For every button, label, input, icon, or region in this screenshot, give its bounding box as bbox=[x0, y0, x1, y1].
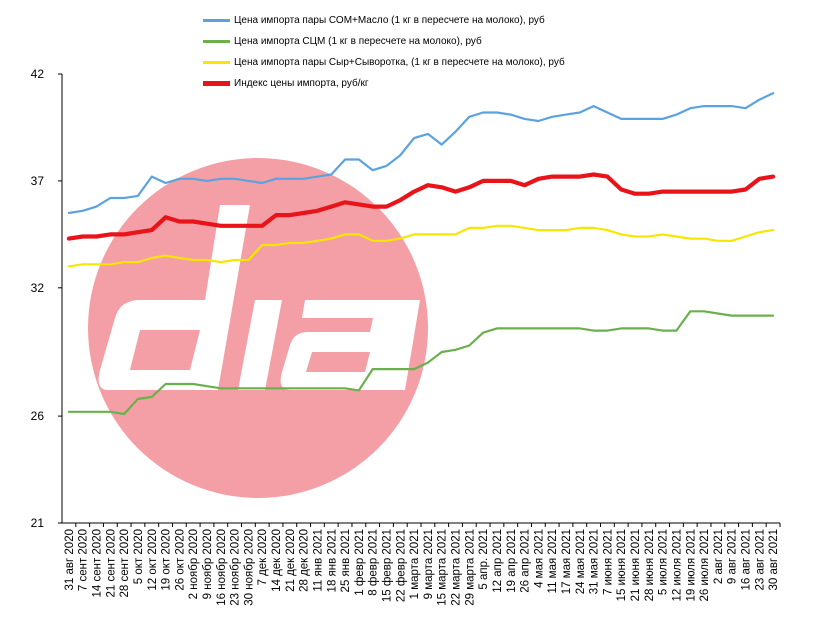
x-tick-label: 7 дек 2020 bbox=[257, 529, 269, 586]
x-tick-label: 30 ноябр 2020 bbox=[243, 529, 255, 606]
x-tick-label: 12 апр 2021 bbox=[492, 529, 504, 593]
x-tick-label: 5 июля 2021 bbox=[658, 529, 670, 595]
x-tick-label: 21 июня 2021 bbox=[630, 529, 642, 601]
x-tick-label: 15 марта 2021 bbox=[437, 529, 449, 606]
x-tick-label: 26 апр 2021 bbox=[520, 529, 532, 593]
legend-swatch-com-maslo bbox=[203, 19, 230, 22]
x-tick-label: 4 мая 2021 bbox=[533, 529, 545, 588]
legend-item-scm: Цена импорта СЦМ (1 кг в пересчете на мо… bbox=[203, 31, 565, 52]
legend-item-com-maslo: Цена импорта пары СОМ+Масло (1 кг в пере… bbox=[203, 10, 565, 31]
series-line-2 bbox=[67, 224, 775, 268]
x-tick-label: 28 июня 2021 bbox=[644, 529, 656, 601]
x-tick-label: 29 марта 2021 bbox=[464, 529, 476, 606]
legend-label: Индекс цены импорта, руб/кг bbox=[234, 78, 369, 89]
legend-item-syr-syvorotka: Цена импорта пары Сыр+Сыворотка, (1 кг в… bbox=[203, 52, 565, 73]
legend-item-index: Индекс цены импорта, руб/кг bbox=[203, 73, 565, 94]
x-tick-label: 14 дек 2020 bbox=[271, 529, 283, 592]
x-tick-label: 16 ноябр 2020 bbox=[216, 529, 228, 606]
x-tick-label: 28 дек 2020 bbox=[299, 529, 311, 592]
x-tick-label: 18 янв 2021 bbox=[326, 529, 338, 592]
x-tick-label: 15 июня 2021 bbox=[616, 529, 628, 601]
x-tick-label: 24 мая 2021 bbox=[575, 529, 587, 594]
legend-swatch-syr-syvorotka bbox=[203, 61, 230, 64]
x-tick-label: 22 марта 2021 bbox=[451, 529, 463, 606]
x-tick-label: 19 окт 2020 bbox=[161, 529, 173, 591]
x-tick-label: 31 авг 2020 bbox=[64, 529, 76, 590]
x-tick-label: 9 авг 2021 bbox=[727, 529, 739, 584]
x-tick-label: 26 июля 2021 bbox=[699, 529, 711, 602]
y-tick-label: 32 bbox=[31, 281, 45, 295]
x-tick-label: 12 июля 2021 bbox=[671, 529, 683, 602]
x-tick-label: 9 ноябр 2020 bbox=[202, 529, 214, 599]
x-tick-label: 19 апр 2021 bbox=[506, 529, 518, 593]
x-tick-label: 1 февр 2021 bbox=[354, 529, 366, 596]
y-tick-label: 21 bbox=[31, 516, 45, 530]
legend-swatch-index bbox=[203, 81, 230, 86]
x-tick-label: 14 сент 2020 bbox=[92, 529, 104, 598]
x-tick-label: 21 дек 2020 bbox=[285, 529, 297, 592]
legend-label: Цена импорта СЦМ (1 кг в пересчете на мо… bbox=[234, 36, 482, 47]
x-tick-label: 25 янв 2021 bbox=[340, 529, 352, 592]
x-tick-label: 16 авг 2021 bbox=[741, 529, 753, 590]
x-tick-label: 1 марта 2021 bbox=[409, 529, 421, 599]
x-tick-label: 11 мая 2021 bbox=[547, 529, 559, 593]
x-tick-label: 7 сент 2020 bbox=[78, 529, 90, 591]
x-tick-label: 30 авг 2021 bbox=[768, 529, 780, 590]
x-tick-label: 23 ноябр 2020 bbox=[230, 529, 242, 606]
x-tick-label: 28 сент 2020 bbox=[119, 529, 131, 598]
x-tick-label: 26 окт 2020 bbox=[174, 529, 186, 591]
x-tick-label: 17 мая 2021 bbox=[561, 529, 573, 594]
x-tick-label: 11 янв 2021 bbox=[312, 529, 324, 592]
legend-label: Цена импорта пары Сыр+Сыворотка, (1 кг в… bbox=[234, 57, 565, 68]
x-tick-label: 22 февр 2021 bbox=[395, 529, 407, 602]
x-tick-label: 31 мая 2021 bbox=[589, 529, 601, 594]
series-line-0 bbox=[67, 92, 775, 215]
legend-label: Цена импорта пары СОМ+Масло (1 кг в пере… bbox=[234, 15, 545, 26]
x-tick-label: 7 июня 2021 bbox=[602, 529, 614, 595]
y-tick-label: 42 bbox=[31, 67, 45, 81]
y-tick-label: 37 bbox=[31, 174, 45, 188]
x-tick-label: 9 марта 2021 bbox=[423, 529, 435, 599]
series-line-3 bbox=[66, 172, 776, 241]
legend: Цена импорта пары СОМ+Масло (1 кг в пере… bbox=[203, 10, 565, 94]
y-tick-label: 26 bbox=[31, 409, 45, 423]
x-tick-label: 2 ноябр 2020 bbox=[188, 529, 200, 599]
x-tick-label: 15 февр 2021 bbox=[382, 529, 394, 602]
dia-watermark-logo bbox=[88, 158, 428, 498]
series-line-1 bbox=[67, 310, 775, 416]
x-tick-label: 5 окт 2020 bbox=[133, 529, 145, 584]
x-tick-label: 8 февр 2021 bbox=[368, 529, 380, 596]
x-tick-label: 5 апр. 2021 bbox=[478, 529, 490, 590]
x-tick-label: 21 сент 2020 bbox=[105, 529, 117, 598]
x-tick-label: 19 июля 2021 bbox=[685, 529, 697, 602]
x-tick-label: 12 окт 2020 bbox=[147, 529, 159, 591]
legend-swatch-scm bbox=[203, 40, 230, 43]
x-tick-label: 23 авг 2021 bbox=[754, 529, 766, 590]
x-tick-label: 2 авг 2021 bbox=[713, 529, 725, 584]
